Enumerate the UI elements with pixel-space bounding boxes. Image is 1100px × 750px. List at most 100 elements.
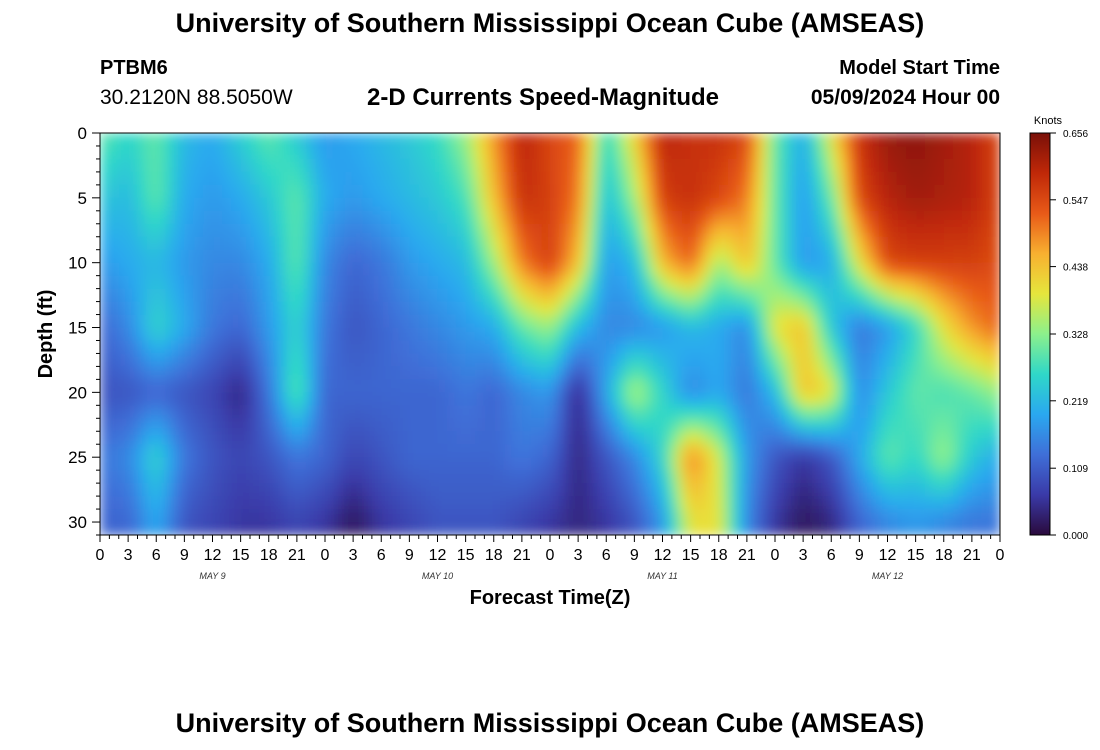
heatmap-cell: [146, 340, 157, 355]
heatmap-cell: [728, 184, 739, 199]
heatmap-cell: [428, 197, 439, 212]
heatmap-cell: [709, 314, 720, 329]
heatmap-cell: [971, 444, 982, 458]
heatmap-cell: [906, 249, 917, 264]
heatmap-cell: [568, 184, 579, 199]
heatmap-cell: [578, 470, 589, 484]
heatmap-cell: [128, 470, 139, 484]
heatmap-cell: [268, 288, 279, 303]
heatmap-cell: [831, 340, 842, 355]
heatmap-cell: [821, 522, 832, 535]
heatmap-cell: [465, 509, 476, 523]
heatmap-cell: [737, 210, 748, 225]
heatmap-cell: [240, 353, 251, 368]
heatmap-cell: [943, 353, 954, 368]
heatmap-cell: [268, 145, 279, 160]
heatmap-cell: [175, 366, 185, 380]
heatmap-cell: [428, 457, 439, 471]
heatmap-cell: [250, 133, 260, 147]
heatmap-cell: [568, 509, 579, 523]
heatmap-cell: [700, 431, 710, 445]
heatmap-cell: [878, 236, 889, 251]
heatmap-cell: [456, 249, 467, 264]
heatmap-cell: [456, 483, 467, 497]
heatmap-cell: [943, 262, 954, 277]
heatmap-cell: [821, 249, 832, 264]
heatmap-cell: [718, 133, 729, 147]
heatmap-cell: [353, 470, 364, 484]
heatmap-cell: [371, 457, 382, 471]
heatmap-cell: [550, 145, 560, 160]
heatmap-cell: [521, 366, 532, 380]
x-tick-label: 6: [152, 547, 161, 564]
heatmap-cell: [662, 444, 673, 458]
heatmap-cell: [793, 262, 804, 277]
heatmap-cell: [390, 392, 401, 406]
heatmap-cell: [343, 405, 354, 419]
heatmap-cell: [390, 133, 401, 147]
heatmap-cell: [128, 483, 139, 497]
heatmap-cell: [400, 301, 410, 316]
heatmap-cell: [671, 509, 682, 523]
heatmap-cell: [671, 405, 682, 419]
heatmap-cell: [409, 366, 420, 380]
heatmap-cell: [390, 262, 401, 277]
heatmap-cell: [531, 158, 542, 173]
heatmap-cell: [503, 444, 514, 458]
heatmap-cell: [643, 301, 654, 316]
heatmap-cell: [625, 145, 635, 160]
heatmap-cell: [559, 431, 570, 445]
heatmap-cell: [100, 327, 110, 342]
heatmap-cell: [578, 314, 589, 329]
heatmap-cell: [175, 236, 185, 251]
colorbar-scale: [1029, 132, 1051, 536]
heatmap-cell: [896, 496, 907, 510]
heatmap-cell: [371, 249, 382, 264]
heatmap-cell: [784, 470, 795, 484]
heatmap-cell: [643, 158, 654, 173]
x-tick-label: 3: [574, 547, 583, 564]
heatmap-cell: [793, 392, 804, 406]
heatmap-cell: [512, 275, 523, 290]
heatmap-cell: [381, 470, 392, 484]
heatmap-cell: [662, 275, 673, 290]
heatmap-cell: [906, 470, 917, 484]
heatmap-cell: [550, 366, 560, 380]
heatmap-cell: [953, 457, 964, 471]
heatmap-cell: [840, 392, 851, 406]
heatmap-cell: [231, 431, 242, 445]
heatmap-cell: [521, 444, 532, 458]
heatmap-cell: [981, 470, 992, 484]
x-tick-label: 18: [710, 547, 728, 564]
heatmap-cell: [831, 509, 842, 523]
heatmap-cell: [400, 327, 410, 342]
heatmap-cell: [325, 366, 335, 380]
heatmap-cell: [306, 314, 317, 329]
heatmap-cell: [371, 483, 382, 497]
heatmap-cell: [643, 133, 654, 147]
heatmap-cell: [390, 457, 401, 471]
heatmap-cell: [765, 379, 776, 393]
heatmap-cell: [381, 171, 392, 186]
heatmap-cell: [306, 158, 317, 173]
heatmap-cell: [334, 236, 345, 251]
heatmap-cell: [728, 366, 739, 380]
heatmap-cell: [325, 340, 335, 355]
x-tick-label: 9: [855, 547, 864, 564]
heatmap-cell: [690, 197, 701, 212]
heatmap-cell: [868, 470, 879, 484]
heatmap-cell: [531, 379, 542, 393]
heatmap-cell: [137, 457, 148, 471]
heatmap-cell: [559, 197, 570, 212]
heatmap-cell: [587, 457, 598, 471]
heatmap-cell: [465, 301, 476, 316]
heatmap-cell: [390, 444, 401, 458]
heatmap-cell: [681, 353, 692, 368]
heatmap-cell: [306, 509, 317, 523]
heatmap-cell: [925, 223, 935, 238]
heatmap-cell: [700, 210, 710, 225]
heatmap-cell: [428, 210, 439, 225]
heatmap-cell: [906, 145, 917, 160]
heatmap-cell: [803, 145, 814, 160]
heatmap-cell: [128, 405, 139, 419]
